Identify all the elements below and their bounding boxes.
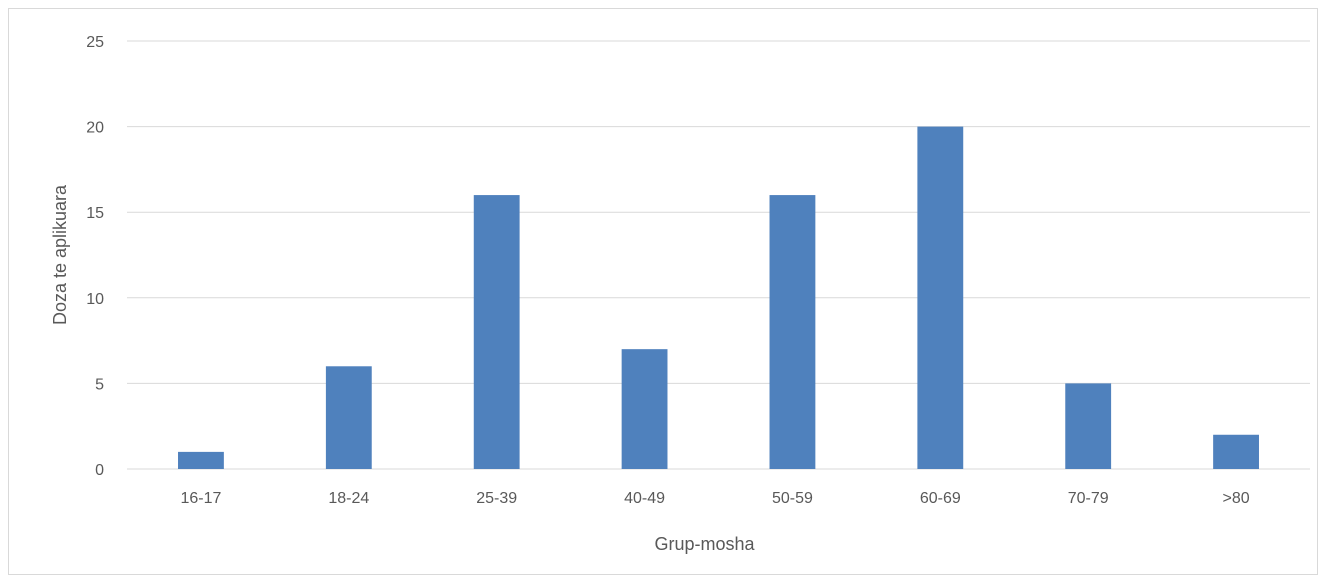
y-tick-label: 20 xyxy=(86,120,104,137)
bar--80 xyxy=(1213,434,1259,469)
y-tick-label: 25 xyxy=(86,34,104,51)
bar-60-69 xyxy=(917,126,964,469)
x-tick-label: 25-39 xyxy=(476,490,517,507)
x-tick-label: 50-59 xyxy=(772,490,813,507)
chart-frame xyxy=(8,8,1318,575)
bar-18-24 xyxy=(325,366,372,469)
bar-70-79 xyxy=(1065,383,1112,469)
y-tick-label: 15 xyxy=(86,205,104,222)
bar-40-49 xyxy=(621,349,668,469)
x-tick-label: 16-17 xyxy=(180,490,221,507)
bar-50-59 xyxy=(769,195,816,469)
x-tick-label: 40-49 xyxy=(624,490,665,507)
x-tick-label: 18-24 xyxy=(328,490,369,507)
x-tick-label: 70-79 xyxy=(1068,490,1109,507)
x-tick-label: >80 xyxy=(1222,490,1249,507)
y-tick-label: 0 xyxy=(95,462,104,479)
x-axis-ticks: 16-17 18-24 25-39 40-49 50-59 60-69 70-79 >80 xyxy=(180,490,1249,507)
bar-16-17 xyxy=(178,451,224,469)
x-tick-label: 60-69 xyxy=(920,490,961,507)
bar-25-39 xyxy=(473,195,520,469)
x-axis-title: Grup-mosha xyxy=(654,534,755,554)
y-axis-title: Doza te aplikuara xyxy=(50,184,70,325)
y-axis-ticks: 0 5 10 15 20 25 xyxy=(86,34,104,479)
gridlines xyxy=(127,40,1310,470)
y-tick-label: 10 xyxy=(86,291,104,308)
y-tick-label: 5 xyxy=(95,376,104,393)
bars xyxy=(178,126,1259,469)
